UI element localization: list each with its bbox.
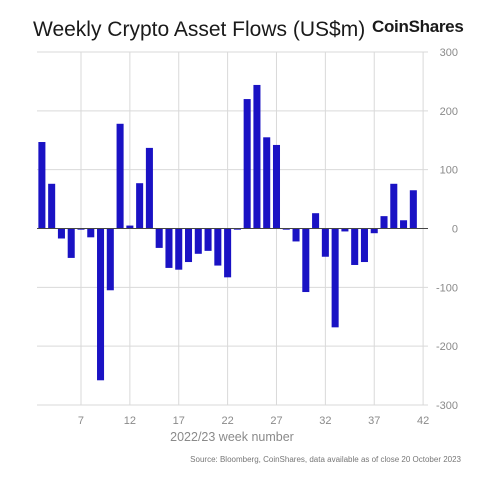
x-axis-ticks: 7 12 17 22 27 32 37 42 [78, 415, 429, 427]
bar [370, 228, 378, 234]
bar [165, 228, 173, 268]
bar [224, 228, 232, 278]
bar [312, 213, 320, 229]
bar [184, 228, 193, 263]
x-tick-label: 22 [221, 415, 233, 427]
bar [204, 228, 212, 251]
bar [194, 228, 202, 254]
y-tick-label: -300 [436, 400, 458, 412]
x-tick-label: 12 [124, 415, 136, 427]
bar [390, 183, 398, 229]
bar [145, 147, 153, 229]
bar [175, 228, 183, 270]
y-tick-label: 300 [440, 47, 458, 59]
y-axis-ticks: 300 200 100 0 -100 -200 -300 [436, 47, 458, 412]
bar [87, 228, 95, 238]
bar [282, 228, 290, 230]
bar [97, 228, 105, 381]
bar [400, 220, 408, 229]
x-tick-label: 27 [270, 415, 282, 427]
bars [38, 84, 417, 381]
bar [243, 99, 251, 229]
y-tick-label: 0 [452, 224, 458, 236]
bar [331, 228, 339, 328]
bar [272, 144, 281, 229]
bar [233, 228, 241, 230]
bar [263, 137, 271, 229]
bar [292, 228, 300, 242]
x-axis-label: 2022/23 week number [170, 430, 294, 444]
x-tick-label: 32 [319, 415, 331, 427]
x-tick-label: 42 [417, 415, 429, 427]
y-tick-label: -200 [436, 341, 458, 353]
bar [106, 228, 114, 291]
bar [380, 216, 388, 229]
x-tick-label: 37 [368, 415, 380, 427]
bar [302, 228, 310, 293]
bar [360, 228, 368, 263]
bar [57, 228, 65, 239]
y-tick-label: -100 [436, 282, 458, 294]
source-note: Source: Bloomberg, CoinShares, data avai… [190, 455, 461, 464]
bar [136, 183, 144, 229]
bar [38, 142, 46, 229]
bar [409, 190, 417, 229]
x-tick-label: 7 [78, 415, 84, 427]
y-tick-label: 100 [440, 165, 458, 177]
bar [341, 228, 349, 232]
bar [116, 123, 124, 229]
bar [253, 84, 261, 229]
bar [77, 228, 85, 230]
x-tick-label: 17 [173, 415, 185, 427]
bar [126, 225, 134, 229]
bar [67, 228, 75, 258]
bar [214, 228, 222, 266]
bar [351, 228, 359, 265]
bar [48, 183, 56, 229]
chart-title: Weekly Crypto Asset Flows (US$m) [33, 18, 366, 41]
bar [321, 228, 329, 257]
brand-logo: CoinShares [372, 17, 464, 36]
bar [155, 228, 163, 248]
y-tick-label: 200 [440, 106, 458, 118]
